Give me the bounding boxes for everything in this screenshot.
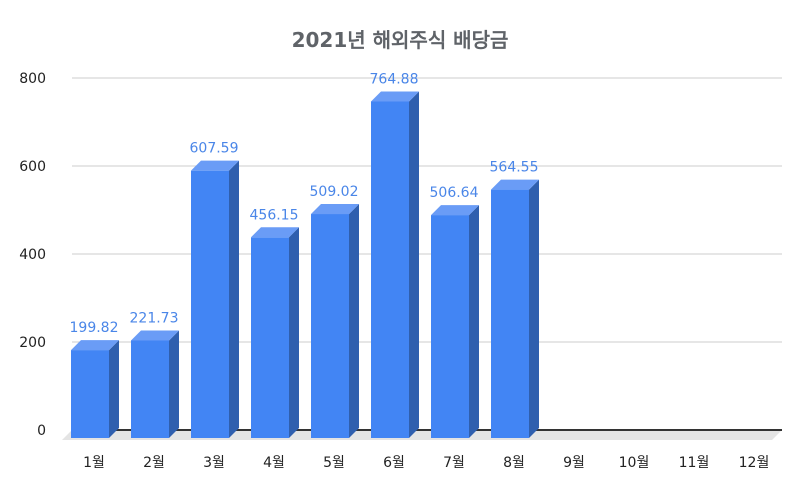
bar-side [469,205,479,438]
bar-front [191,170,229,438]
bar-side [349,204,359,438]
y-tick-label: 400 [19,247,46,263]
bar-front [71,350,109,438]
bar-front [371,101,409,439]
data-label: 764.88 [370,71,419,87]
bar-front [431,215,469,438]
data-label: 456.15 [250,207,299,223]
bar-side [169,330,179,438]
x-tick-label: 6월 [383,455,405,471]
x-tick-label: 4월 [263,455,285,471]
bar-front [311,214,349,438]
y-tick-label: 600 [19,159,46,175]
x-tick-label: 12월 [739,455,770,471]
bar-front [131,340,169,438]
y-tick-label: 200 [19,335,46,351]
y-tick-label: 800 [19,71,46,87]
bar-side [409,91,419,439]
bar-top [131,330,179,341]
x-tick-label: 3월 [203,455,225,471]
bar-front [491,189,529,438]
bar-side [529,179,539,438]
x-tick-label: 9월 [563,455,585,471]
bar-top [191,160,239,171]
bar-top [431,205,479,216]
x-tick-label: 10월 [619,455,650,471]
data-label: 564.55 [490,160,539,176]
x-tick-label: 1월 [83,455,105,471]
data-label: 607.59 [190,141,239,157]
chart-title: 2021년 해외주식 배당금 [291,28,509,52]
y-tick-label: 0 [37,423,46,439]
bar-top [491,179,539,190]
x-tick-label: 7월 [443,455,465,471]
data-label: 506.64 [430,185,479,201]
bar-top [71,340,119,351]
x-tick-label: 5월 [323,455,345,471]
bar-front [251,237,289,438]
bar-side [109,340,119,438]
x-tick-label: 2월 [143,455,165,471]
x-tick-label: 8월 [503,455,525,471]
data-label: 509.02 [310,184,359,200]
bar-top [311,204,359,215]
chart-floor [62,430,782,440]
data-label: 221.73 [130,310,179,326]
bar-top [251,227,299,238]
x-tick-label: 11월 [679,455,710,471]
data-label: 199.82 [70,320,119,336]
bar-side [229,160,239,438]
bar-side [289,227,299,438]
bar-top [371,91,419,102]
